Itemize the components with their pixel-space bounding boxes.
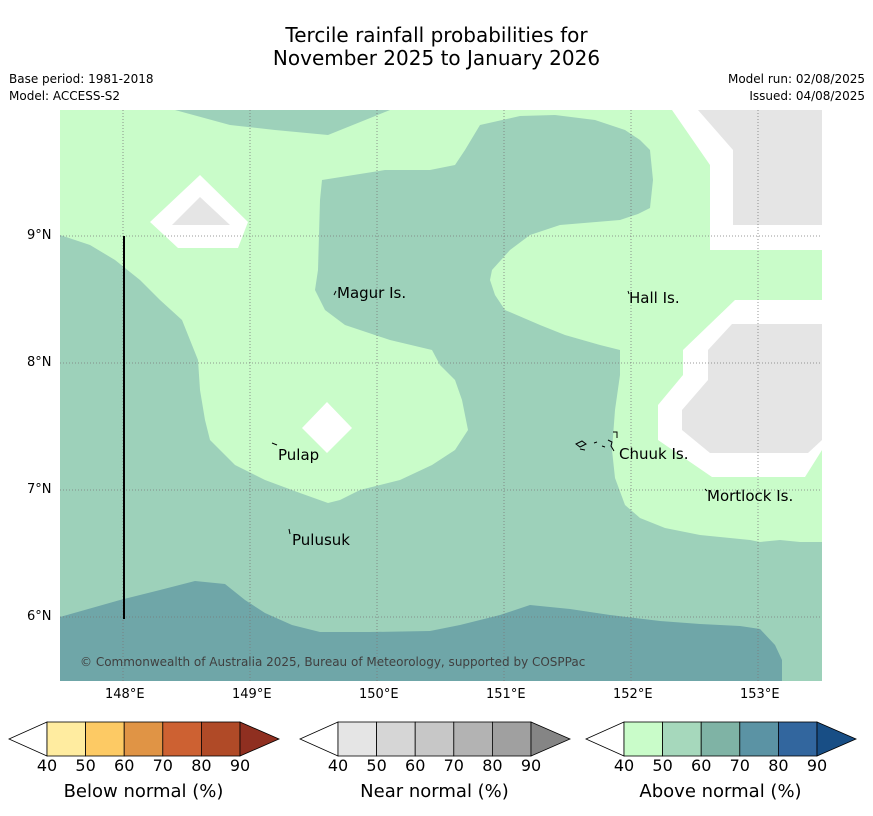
- colorbar-swatch: [491, 721, 532, 757]
- y-tick-7n: 7°N: [27, 482, 52, 497]
- hall-island-mark: [627, 290, 630, 295]
- colorbar-tick-label: 40: [327, 756, 349, 775]
- colorbar-tick-label: 70: [729, 756, 750, 775]
- place-label-magur: Magur Is.: [337, 284, 407, 302]
- chuuk-island-mark: [575, 431, 618, 452]
- colorbar-swatch: [85, 721, 125, 757]
- colorbar-tick-label: 40: [36, 756, 58, 775]
- colorbar-swatch: [162, 721, 202, 757]
- colorbar-swatch: [700, 721, 741, 757]
- colorbar-above-normal: 40 50 60 70 80 90 Above normal (%): [585, 720, 857, 810]
- magur-island-mark: [333, 290, 337, 296]
- x-tick-151: 151°E: [486, 687, 526, 702]
- colorbar-tick-label: 40: [613, 756, 635, 775]
- colorbar-extend-high: [239, 721, 280, 757]
- colorbar-below-swatches: [8, 721, 280, 757]
- issued-label: Issued: 04/08/2025: [749, 89, 865, 103]
- colorbar-swatch: [376, 721, 416, 757]
- x-tick-152: 152°E: [613, 687, 653, 702]
- colorbar-swatch: [739, 721, 779, 757]
- near-normal-small-zone: [302, 402, 352, 453]
- model-run-label: Model run: 02/08/2025: [727, 72, 865, 86]
- colorbar-above-swatches: [585, 721, 857, 757]
- pulusuk-island-mark: [288, 528, 291, 535]
- place-label-pulusuk: Pulusuk: [292, 531, 350, 549]
- y-tick-8n: 8°N: [27, 355, 52, 370]
- colorbar-tick-label: 80: [768, 756, 789, 775]
- near-normal-upper-core: [698, 110, 822, 225]
- colorbar-title: Below normal (%): [63, 781, 224, 802]
- colorbar-tick-label: 50: [75, 756, 96, 775]
- above-normal-40-zone: [60, 110, 822, 542]
- x-tick-153: 153°E: [740, 687, 780, 702]
- above-normal-60-zone: [60, 581, 782, 681]
- place-label-mortlock: Mortlock Is.: [707, 487, 794, 505]
- colorbar-below-normal: 40 50 60 70 80 90 Below normal (%): [8, 720, 280, 810]
- colorbar-title: Above normal (%): [639, 781, 802, 802]
- colorbar-swatch: [337, 721, 377, 757]
- map-title-line-2: November 2025 to January 2026: [272, 46, 601, 70]
- island-marks: [271, 290, 708, 535]
- colorbar-swatch: [46, 721, 86, 757]
- copyright-text: © Commonwealth of Australia 2025, Bureau…: [80, 655, 585, 669]
- colorbar-extend-high: [816, 721, 857, 757]
- colorbar-tick-label: 70: [152, 756, 173, 775]
- colorbar-near-normal: 40 50 60 70 80 90 Near normal (%): [299, 720, 571, 810]
- colorbar-near-swatches: [299, 721, 571, 757]
- map-title-line-1: Tercile rainfall probabilities for: [285, 23, 588, 47]
- colorbar-tick-label: 50: [366, 756, 387, 775]
- colorbar-tick-label: 60: [114, 756, 135, 775]
- colorbar-title: Near normal (%): [360, 781, 509, 802]
- mortlock-island-mark: [704, 488, 708, 492]
- model-label: Model: ACCESS-S2: [9, 89, 121, 103]
- x-tick-149: 149°E: [232, 687, 272, 702]
- pulap-island-mark: [271, 442, 278, 446]
- place-label-hall: Hall Is.: [629, 289, 680, 307]
- colorbar-tick-label: 70: [443, 756, 464, 775]
- colorbar-extend-low: [299, 721, 339, 757]
- colorbar-tick-label: 90: [520, 756, 542, 775]
- x-tick-150: 150°E: [359, 687, 399, 702]
- colorbar-extend-high: [530, 721, 571, 757]
- colorbar-tick-label: 90: [806, 756, 828, 775]
- y-tick-6n: 6°N: [27, 609, 52, 624]
- colorbar-swatch: [414, 721, 455, 757]
- near-normal-nw-core: [172, 197, 230, 225]
- rainfall-probability-map: © Commonwealth of Australia 2025, Bureau…: [60, 110, 822, 681]
- y-tick-9n: 9°N: [27, 228, 52, 243]
- x-tick-148: 148°E: [105, 687, 145, 702]
- place-label-pulap: Pulap: [278, 446, 320, 464]
- colorbar-tick-label: 90: [229, 756, 251, 775]
- colorbar-extend-low: [585, 721, 625, 757]
- colorbar-tick-label: 50: [652, 756, 673, 775]
- colorbar-swatch: [453, 721, 493, 757]
- colorbar-tick-label: 60: [691, 756, 712, 775]
- colorbar-tick-label: 60: [405, 756, 426, 775]
- place-label-chuuk: Chuuk Is.: [619, 445, 689, 463]
- near-normal-lower-core: [682, 324, 822, 453]
- base-period-label: Base period: 1981-2018: [9, 72, 154, 86]
- colorbar-swatch: [777, 721, 818, 757]
- colorbar-swatch: [623, 721, 663, 757]
- colorbar-swatch: [123, 721, 164, 757]
- colorbar-extend-low: [8, 721, 48, 757]
- colorbar-swatch: [662, 721, 702, 757]
- colorbar-tick-label: 80: [191, 756, 212, 775]
- colorbar-swatch: [200, 721, 241, 757]
- colorbar-tick-label: 80: [482, 756, 503, 775]
